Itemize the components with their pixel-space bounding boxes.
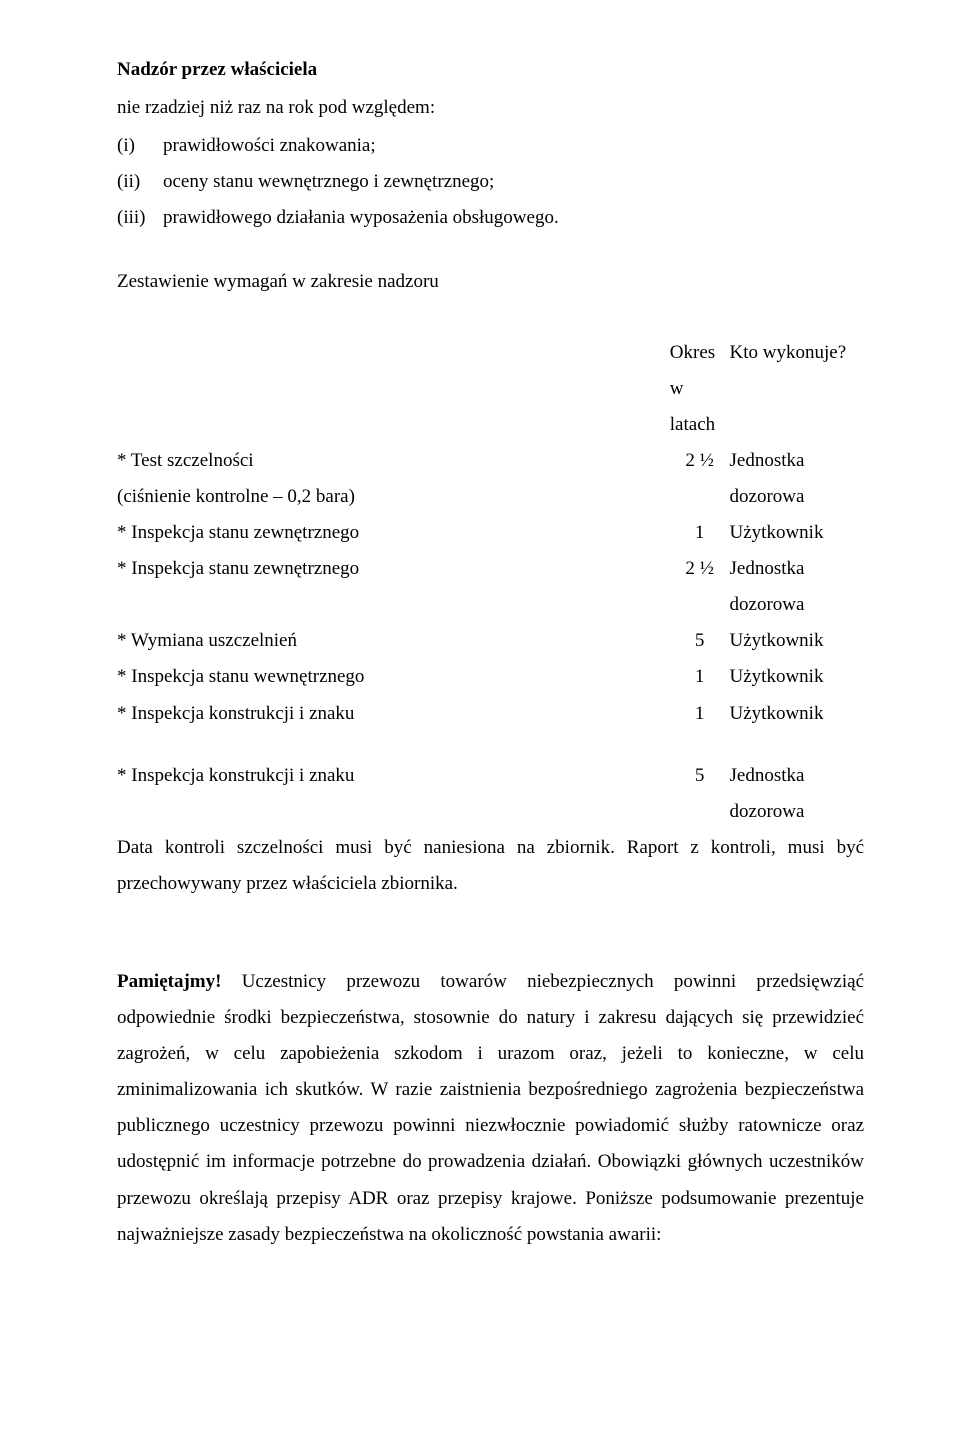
list-marker: (iii) [117, 200, 163, 236]
cell-who: Użytkownik [730, 623, 864, 659]
intro-text: nie rzadziej niż raz na rok pod względem… [117, 90, 864, 126]
cell-period [670, 794, 730, 830]
table-row: * Inspekcja stanu zewnętrznego 2 ½ Jedno… [117, 551, 864, 587]
cell-period: 2 ½ [670, 443, 730, 479]
table-row: dozorowa [117, 794, 864, 830]
subheading: Zestawienie wymagań w zakresie nadzoru [117, 264, 864, 300]
cell-who: dozorowa [730, 794, 864, 830]
table-row: * Inspekcja stanu wewnętrznego 1 Użytkow… [117, 659, 864, 695]
cell-label [117, 794, 670, 830]
list-text: prawidłowego działania wyposażenia obsłu… [163, 200, 559, 236]
table-row: * Wymiana uszczelnień 5 Użytkownik [117, 623, 864, 659]
table-row: * Inspekcja stanu zewnętrznego 1 Użytkow… [117, 515, 864, 551]
cell-label: * Inspekcja konstrukcji i znaku [117, 696, 670, 732]
cell-period [670, 587, 730, 623]
reminder-text: Uczestnicy przewozu towarów niebezpieczn… [117, 971, 864, 1245]
header-who: Kto wykonuje? [730, 335, 864, 443]
cell-label: * Inspekcja konstrukcji i znaku [117, 758, 670, 794]
cell-period: 1 [670, 696, 730, 732]
reminder-bold: Pamiętajmy! [117, 971, 221, 992]
requirements-table: Okres w latach Kto wykonuje? * Test szcz… [117, 335, 864, 830]
header-period: Okres w latach [670, 335, 730, 443]
cell-label: * Inspekcja stanu zewnętrznego [117, 551, 670, 587]
cell-period: 2 ½ [670, 551, 730, 587]
list-text: prawidłowości znakowania; [163, 128, 376, 164]
table-row: * Inspekcja konstrukcji i znaku 5 Jednos… [117, 758, 864, 794]
cell-period: 5 [670, 758, 730, 794]
cell-label: (ciśnienie kontrolne – 0,2 bara) [117, 479, 670, 515]
list-marker: (ii) [117, 164, 163, 200]
table-row: * Test szczelności 2 ½ Jednostka [117, 443, 864, 479]
list-item: (ii) oceny stanu wewnętrznego i zewnętrz… [117, 164, 864, 200]
table-row: dozorowa [117, 587, 864, 623]
cell-period: 1 [670, 515, 730, 551]
list-item: (iii) prawidłowego działania wyposażenia… [117, 200, 864, 236]
cell-label: * Inspekcja stanu wewnętrznego [117, 659, 670, 695]
cell-who: Jednostka [730, 443, 864, 479]
cell-label [117, 587, 670, 623]
cell-period [670, 479, 730, 515]
cell-label: * Inspekcja stanu zewnętrznego [117, 515, 670, 551]
table-header-row: Okres w latach Kto wykonuje? [117, 335, 864, 443]
list-text: oceny stanu wewnętrznego i zewnętrznego; [163, 164, 494, 200]
table-row: (ciśnienie kontrolne – 0,2 bara) dozorow… [117, 479, 864, 515]
table-gap-row [117, 732, 864, 758]
cell-who: Użytkownik [730, 515, 864, 551]
cell-period: 1 [670, 659, 730, 695]
roman-list: (i) prawidłowości znakowania; (ii) oceny… [117, 128, 864, 236]
cell-period: 5 [670, 623, 730, 659]
cell-who: Jednostka [730, 758, 864, 794]
table-row: * Inspekcja konstrukcji i znaku 1 Użytko… [117, 696, 864, 732]
list-item: (i) prawidłowości znakowania; [117, 128, 864, 164]
paragraph-note: Data kontroli szczelności musi być nanie… [117, 830, 864, 902]
cell-who: Użytkownik [730, 696, 864, 732]
cell-who: dozorowa [730, 587, 864, 623]
cell-label: * Test szczelności [117, 443, 670, 479]
cell-who: Jednostka [730, 551, 864, 587]
cell-label: * Wymiana uszczelnień [117, 623, 670, 659]
paragraph-reminder: Pamiętajmy! Uczestnicy przewozu towarów … [117, 964, 864, 1253]
cell-who: dozorowa [730, 479, 864, 515]
section-heading: Nadzór przez właściciela [117, 52, 864, 88]
list-marker: (i) [117, 128, 163, 164]
header-empty [117, 335, 670, 443]
cell-who: Użytkownik [730, 659, 864, 695]
document-page: Nadzór przez właściciela nie rzadziej ni… [0, 0, 960, 1442]
